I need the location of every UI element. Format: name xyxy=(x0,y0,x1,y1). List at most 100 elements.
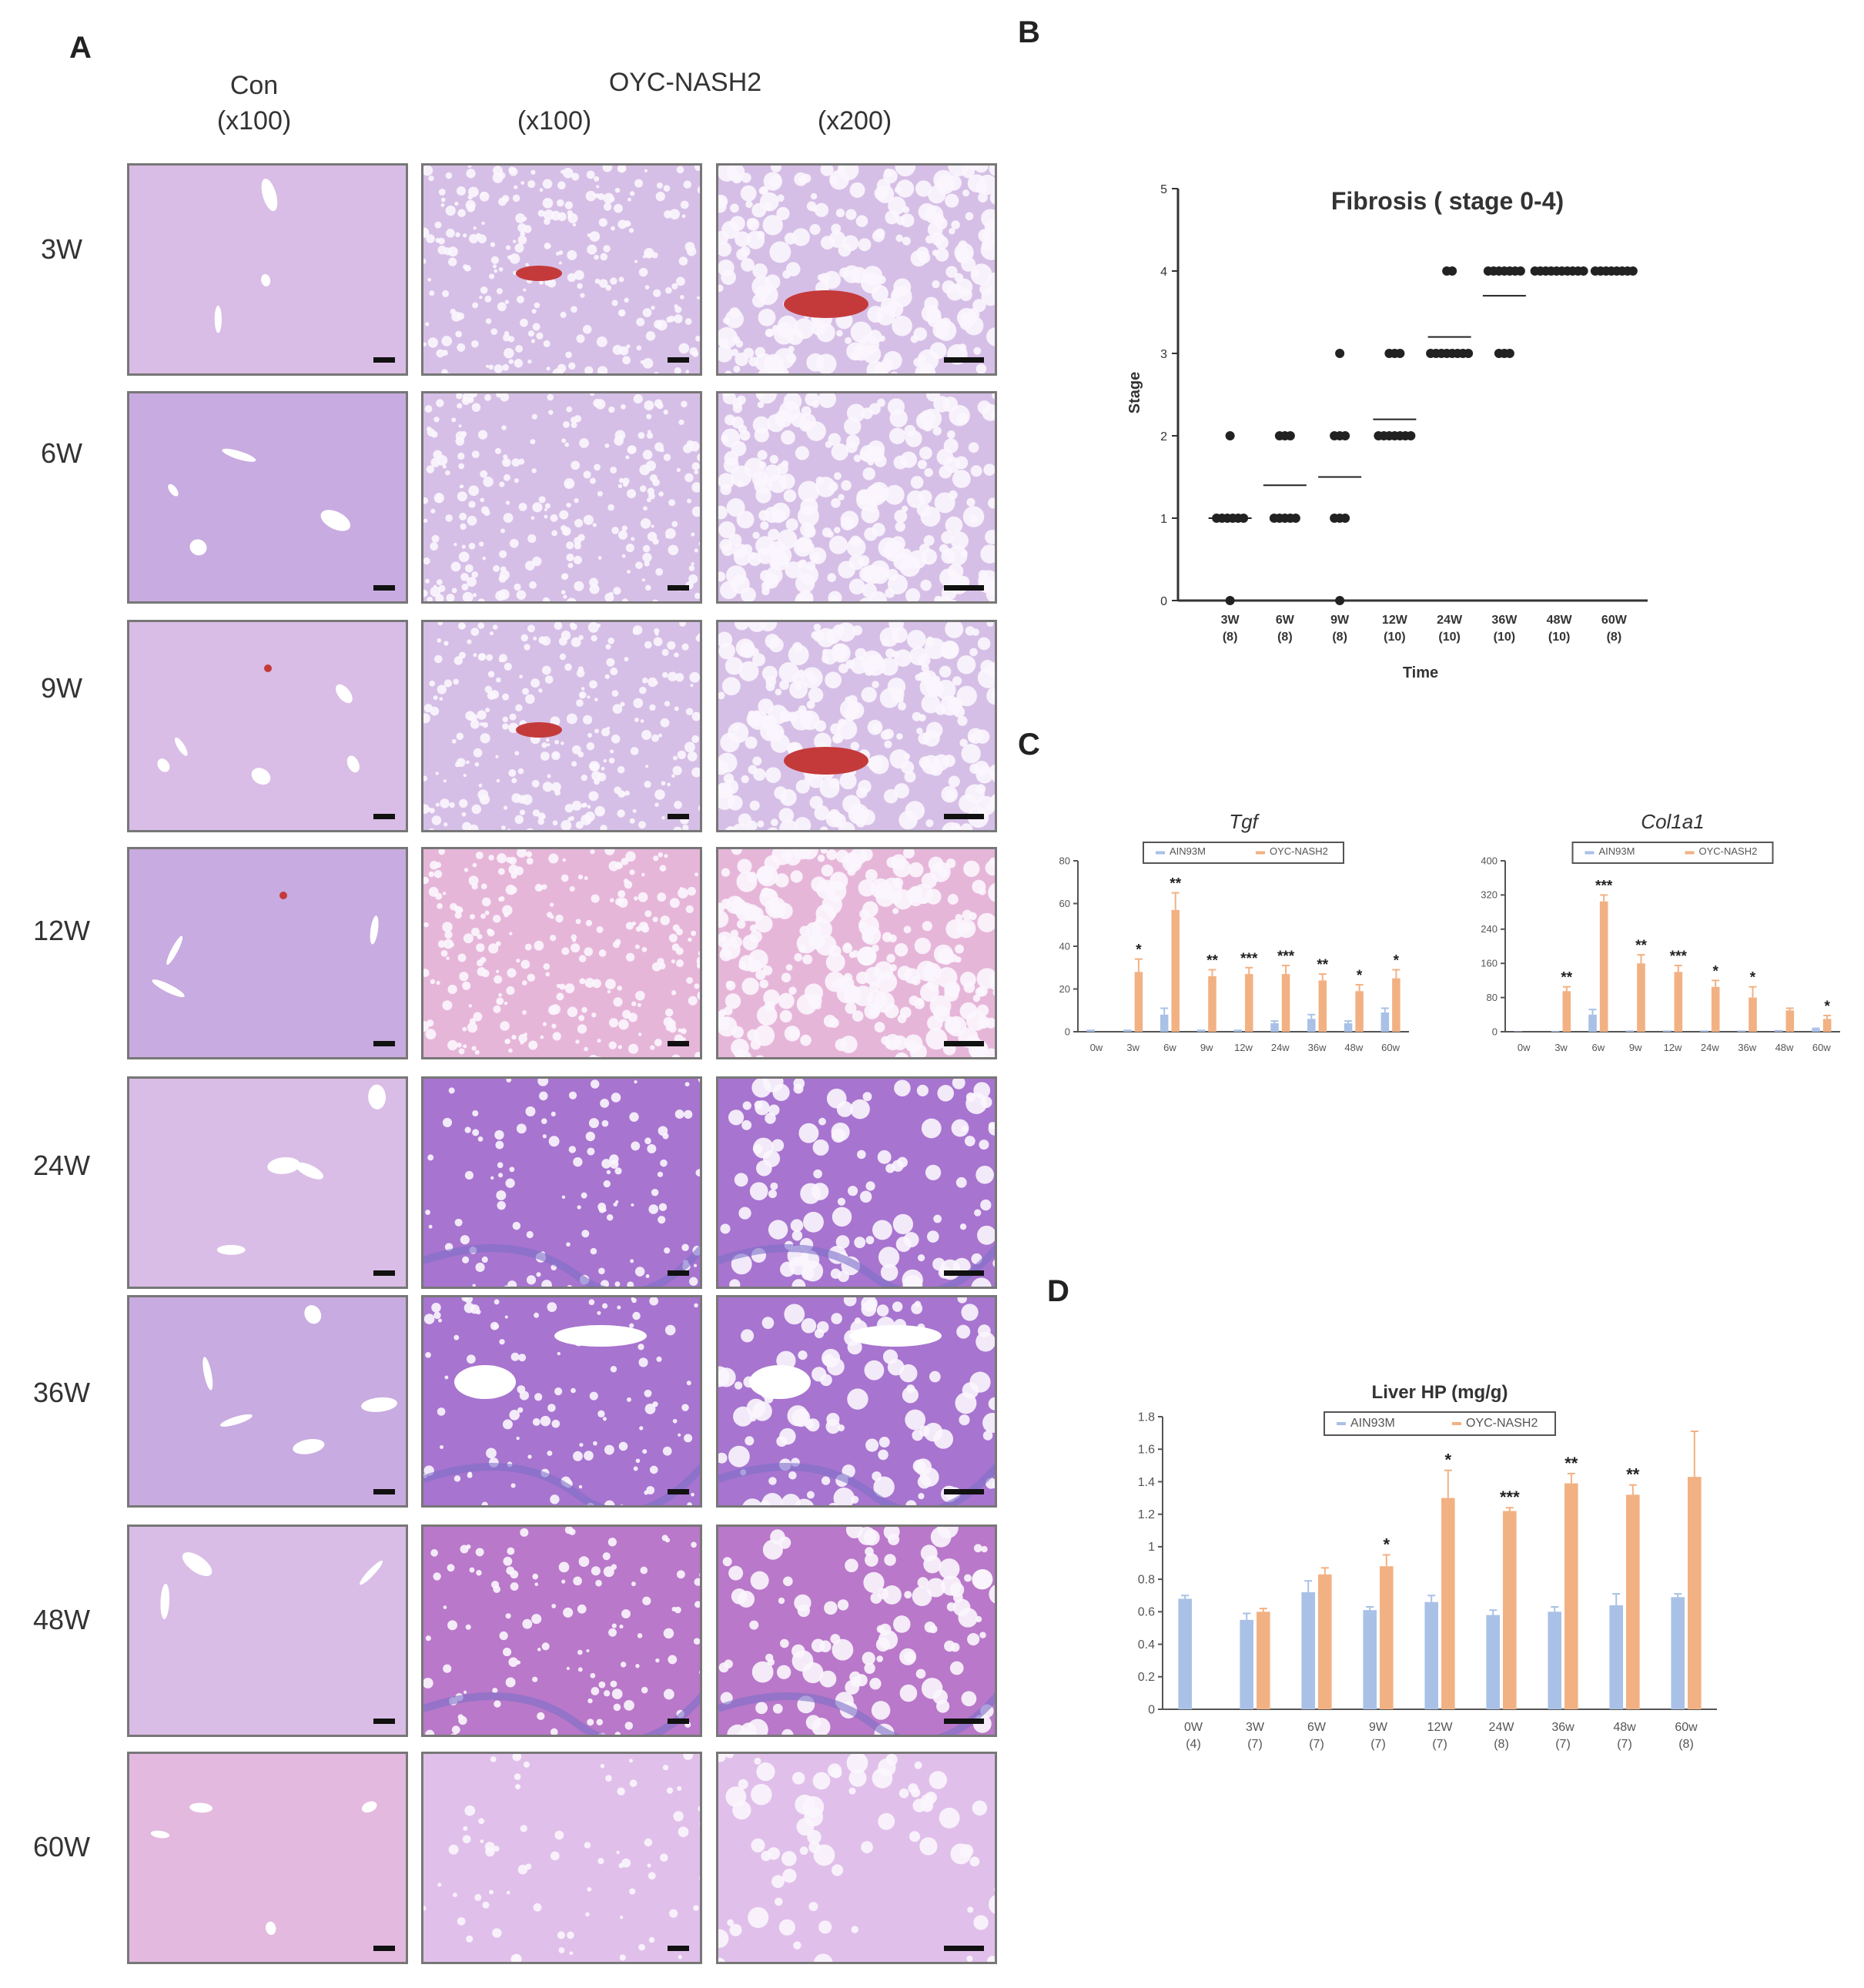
col1a1-xtick-label: 6w xyxy=(1592,1042,1605,1053)
tgf-legend-swatch xyxy=(1156,851,1165,855)
tgf-legend-label: AIN93M xyxy=(1170,845,1206,857)
liver-hp-ytick-label: 0.2 xyxy=(1138,1671,1155,1684)
fibrosis-n-label: (8) xyxy=(1223,631,1238,644)
tgf-xtick-label: 3w xyxy=(1126,1042,1139,1053)
fibrosis-data-point xyxy=(1335,349,1345,358)
fibrosis-data-point xyxy=(1447,266,1457,276)
liver-hp-ytick-label: 1.4 xyxy=(1138,1476,1155,1489)
liver-hp-bar xyxy=(1503,1511,1517,1709)
tgf-bar xyxy=(1171,909,1180,1032)
tgf-significance: * xyxy=(1357,968,1363,984)
tgf-xtick-label: 6w xyxy=(1163,1042,1176,1053)
scale-bar xyxy=(944,357,984,363)
liver-hp-bar xyxy=(1424,1601,1438,1709)
fibrosis-n-label: (10) xyxy=(1438,631,1460,644)
liver-hp-n-label: (7) xyxy=(1309,1738,1324,1751)
liver-hp-ytick-label: 0.4 xyxy=(1138,1638,1155,1652)
liver-hp-significance: ** xyxy=(1564,1454,1578,1473)
fibrosis-ytick-label: 5 xyxy=(1160,183,1167,196)
histology-image-24w-col3 xyxy=(716,1076,997,1289)
tgf-bar xyxy=(1270,1022,1279,1032)
col1a1-significance: ** xyxy=(1635,938,1647,954)
histology-image-3w-col1 xyxy=(127,163,408,376)
tgf-ytick-label: 80 xyxy=(1059,855,1070,866)
col1a1-title: Col1a1 xyxy=(1641,810,1704,833)
fibrosis-data-point xyxy=(1515,266,1525,276)
liver-hp-legend-label: OYC-NASH2 xyxy=(1466,1417,1538,1430)
col1a1-xtick-label: 9w xyxy=(1629,1042,1642,1053)
col1a1-legend-swatch xyxy=(1585,851,1595,855)
col1a1-xtick-label: 0w xyxy=(1518,1042,1531,1053)
liver-hp-title: Liver HP (mg/g) xyxy=(1372,1382,1508,1403)
fibrosis-xtick-label: 24W xyxy=(1437,614,1463,627)
tgf-bar xyxy=(1392,978,1401,1032)
col1a1-bar xyxy=(1562,991,1571,1032)
scale-bar xyxy=(668,585,689,591)
liver-hp-legend xyxy=(1324,1411,1556,1436)
col1a1-bar xyxy=(1674,972,1683,1032)
liver-hp-xtick-label: 3W xyxy=(1246,1721,1265,1734)
col1a1-legend-swatch xyxy=(1685,851,1695,855)
scale-bar xyxy=(373,1719,395,1724)
liver-hp-significance: *** xyxy=(1500,1488,1520,1507)
histology-image-60w-col1 xyxy=(127,1752,408,1964)
histology-image-9w-col1 xyxy=(127,620,408,832)
col1a1-ytick-label: 320 xyxy=(1481,889,1498,901)
col1a1-significance: *** xyxy=(1670,949,1688,965)
scale-bar xyxy=(944,1719,984,1724)
scale-bar xyxy=(668,1270,689,1276)
scale-bar xyxy=(373,1946,395,1951)
col1a1-ytick-label: 0 xyxy=(1492,1026,1498,1037)
fibrosis-data-point xyxy=(1285,431,1295,440)
panel-c-letter: C xyxy=(1018,728,1040,761)
scale-bar xyxy=(668,1946,689,1951)
scale-bar xyxy=(944,1946,984,1951)
scale-bar xyxy=(373,1489,395,1494)
col1a1-xtick-label: 3w xyxy=(1554,1042,1568,1053)
col1a1-ytick-label: 80 xyxy=(1487,992,1498,1003)
fibrosis-x-axis-label: Time xyxy=(1403,664,1438,681)
tgf-xtick-label: 60w xyxy=(1381,1042,1400,1053)
col1a1-bar xyxy=(1588,1014,1597,1032)
scale-bar xyxy=(944,1270,984,1276)
liver-hp-n-label: (7) xyxy=(1555,1738,1571,1751)
histology-image-12w-col2 xyxy=(421,847,702,1059)
liver-hp-n-label: (7) xyxy=(1617,1738,1632,1751)
tgf-legend xyxy=(1143,842,1344,864)
tgf-legend-label: OYC-NASH2 xyxy=(1270,845,1328,857)
panel-b-letter: B xyxy=(1018,15,1040,49)
histology-image-36w-col2 xyxy=(421,1295,702,1508)
fibrosis-ytick-label: 3 xyxy=(1160,348,1167,361)
scale-bar xyxy=(373,585,395,591)
liver-hp-n-label: (8) xyxy=(1678,1738,1694,1751)
col1a1-xtick-label: 24w xyxy=(1701,1042,1719,1053)
fibrosis-data-point xyxy=(1340,514,1350,523)
liver-hp-legend-swatch xyxy=(1452,1422,1461,1425)
col1a1-xtick-label: 60w xyxy=(1812,1042,1831,1053)
histology-image-9w-col3 xyxy=(716,620,997,832)
scale-bar xyxy=(944,814,984,819)
histology-image-9w-col2 xyxy=(421,620,702,832)
scale-bar xyxy=(944,1489,984,1494)
tgf-bar xyxy=(1196,1029,1206,1032)
histology-image-48w-col1 xyxy=(127,1524,408,1737)
fibrosis-data-point xyxy=(1225,431,1235,440)
tgf-bar xyxy=(1086,1029,1095,1032)
scale-bar xyxy=(668,1719,689,1724)
tgf-bar xyxy=(1307,1019,1316,1032)
tgf-xtick-label: 12w xyxy=(1234,1042,1253,1053)
tgf-bar xyxy=(1160,1014,1169,1032)
col1a1-significance: *** xyxy=(1595,878,1613,894)
tgf-title: Tgf xyxy=(1229,810,1260,833)
col1a1-significance: * xyxy=(1712,963,1718,979)
row-label-48w: 48W xyxy=(32,1604,91,1635)
tgf-xtick-label: 24w xyxy=(1271,1042,1290,1053)
fibrosis-data-point xyxy=(1464,349,1474,358)
fibrosis-data-point xyxy=(1406,431,1416,440)
fibrosis-data-point xyxy=(1504,349,1514,358)
liver-hp-bar xyxy=(1609,1605,1623,1709)
fibrosis-n-label: (8) xyxy=(1332,631,1347,644)
tgf-significance: ** xyxy=(1206,953,1218,969)
scale-bar xyxy=(944,1041,984,1046)
